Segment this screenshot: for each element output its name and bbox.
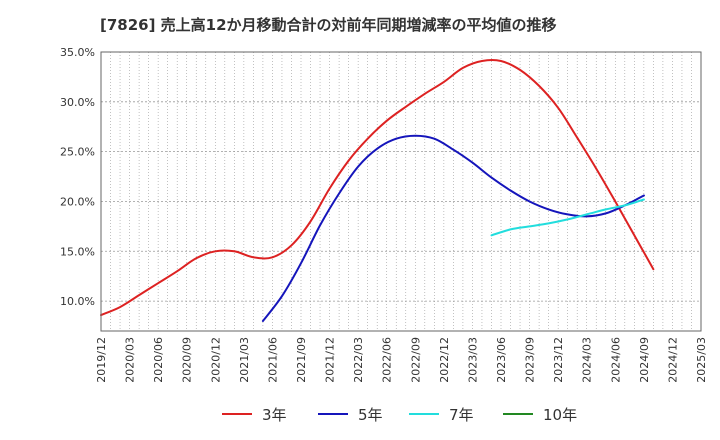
x-tick-label: 2024/09	[638, 337, 651, 383]
x-tick-label: 2022/03	[352, 337, 365, 383]
x-tick-label: 2022/12	[438, 337, 451, 383]
chart-title: [7826] 売上高12か月移動合計の対前年同期増減率の平均値の推移	[100, 16, 557, 34]
axes: 10.0% 15.0% 20.0% 25.0% 30.0% 35.0% 2019/12 202…	[60, 46, 708, 383]
x-tick-label: 2024/12	[666, 337, 679, 383]
series-line-3	[490, 198, 645, 237]
legend-item-4: 10年	[503, 406, 577, 424]
x-tick-label: 2022/06	[381, 337, 394, 383]
x-tick-label: 2024/03	[581, 337, 594, 383]
legend-label: 7年	[449, 406, 474, 424]
x-tick-label: 2021/06	[266, 337, 279, 383]
x-tick-label: 2020/12	[209, 337, 222, 383]
x-tick-label: 2025/03	[695, 337, 708, 383]
y-tick-label: 35.0%	[60, 46, 95, 59]
legend-item-2: 5年	[318, 406, 383, 424]
x-tick-label: 2021/09	[295, 337, 308, 383]
legend-item-3: 7年	[409, 406, 474, 424]
legend-label: 5年	[358, 406, 383, 424]
y-tick-label: 10.0%	[60, 295, 95, 308]
y-tick-label: 20.0%	[60, 195, 95, 208]
series-lines	[100, 58, 655, 322]
x-tick-label: 2021/03	[238, 337, 251, 383]
x-tick-label: 2022/09	[409, 337, 422, 383]
x-tick-label: 2023/06	[495, 337, 508, 383]
x-tick-label: 2023/03	[466, 337, 479, 383]
y-tick-label: 30.0%	[60, 96, 95, 109]
x-tick-label: 2023/09	[524, 337, 537, 383]
grid	[101, 51, 701, 331]
x-tick-label: 2019/12	[95, 337, 108, 383]
x-tick-label: 2020/09	[181, 337, 194, 383]
plot-area	[101, 52, 701, 331]
x-tick-label: 2023/12	[552, 337, 565, 383]
legend-item-1: 3年	[222, 406, 287, 424]
x-tick-label: 2020/03	[124, 337, 137, 383]
x-tick-label: 2020/06	[152, 337, 165, 383]
y-tick-label: 15.0%	[60, 245, 95, 258]
x-tick-label: 2021/12	[324, 337, 337, 383]
legend-label: 10年	[543, 406, 577, 424]
series-line-1	[100, 58, 655, 317]
y-tick-label: 25.0%	[60, 146, 95, 159]
legend-label: 3年	[262, 406, 287, 424]
x-tick-label: 2024/06	[609, 337, 622, 383]
legend: 3年 5年 7年 10年	[222, 406, 577, 424]
plot-frame	[100, 51, 702, 332]
